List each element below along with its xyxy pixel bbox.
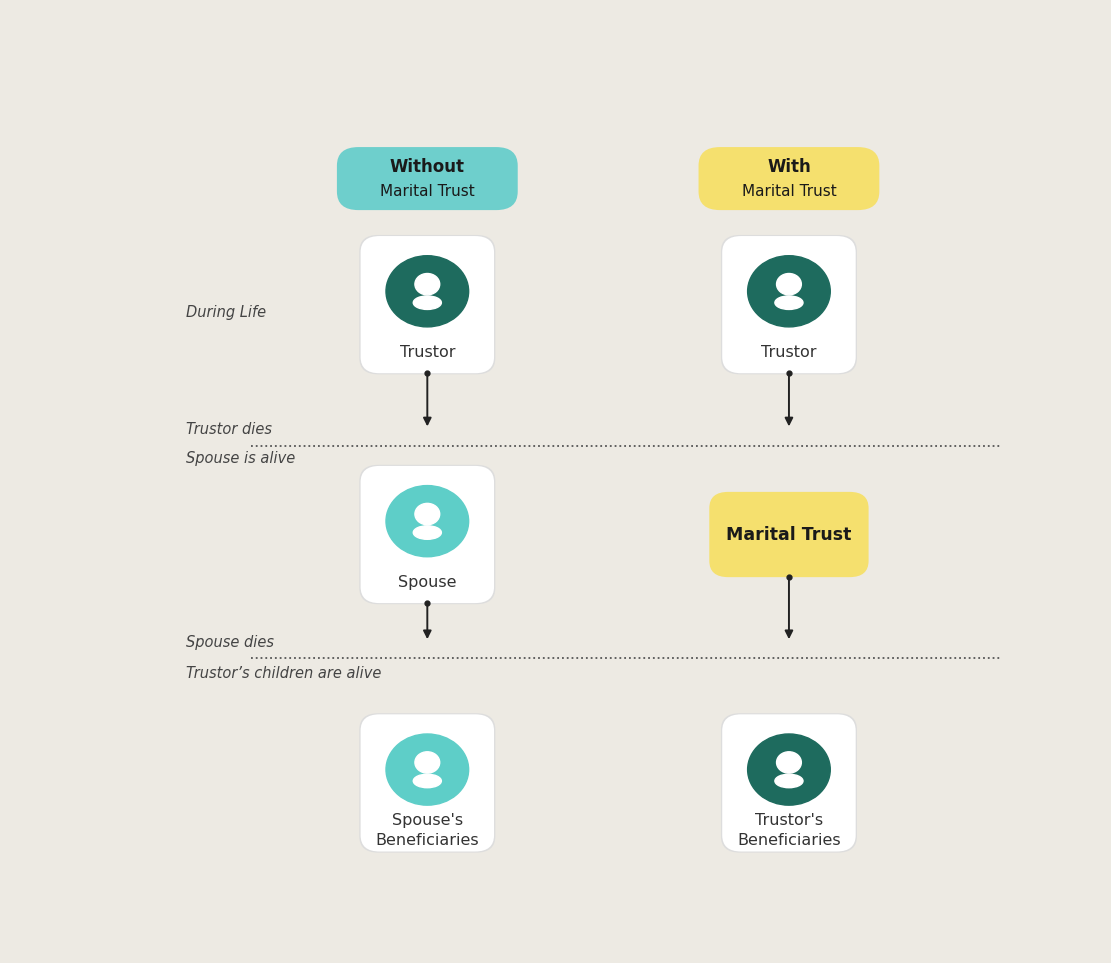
Ellipse shape [413,526,441,539]
Text: Trustor's
Beneficiaries: Trustor's Beneficiaries [737,814,841,848]
FancyBboxPatch shape [722,715,855,851]
Text: Marital Trust: Marital Trust [727,526,852,543]
Circle shape [414,273,440,295]
Circle shape [386,734,469,805]
Circle shape [748,256,830,326]
Ellipse shape [413,296,441,309]
Ellipse shape [774,774,803,788]
Ellipse shape [774,296,803,309]
Text: Trustor dies: Trustor dies [187,422,272,436]
FancyBboxPatch shape [722,236,855,374]
Text: Marital Trust: Marital Trust [741,184,837,198]
Circle shape [414,752,440,773]
Circle shape [777,752,801,773]
Text: Trustor’s children are alive: Trustor’s children are alive [187,665,381,681]
FancyBboxPatch shape [709,492,869,577]
FancyBboxPatch shape [721,235,857,375]
Text: Spouse's
Beneficiaries: Spouse's Beneficiaries [376,814,479,848]
Circle shape [386,485,469,557]
Text: Marital Trust: Marital Trust [380,184,474,198]
Text: With: With [767,159,811,176]
FancyBboxPatch shape [361,236,494,374]
Text: During Life: During Life [187,304,267,320]
FancyBboxPatch shape [721,714,857,852]
FancyBboxPatch shape [361,466,494,603]
FancyBboxPatch shape [361,715,494,851]
FancyBboxPatch shape [699,147,880,210]
FancyBboxPatch shape [337,147,518,210]
FancyBboxPatch shape [359,465,496,604]
Circle shape [414,504,440,525]
Text: Spouse: Spouse [398,575,457,590]
Ellipse shape [413,774,441,788]
Text: Trustor: Trustor [400,345,456,360]
Text: Spouse dies: Spouse dies [187,635,274,649]
Circle shape [386,256,469,326]
Circle shape [777,273,801,295]
Text: Trustor: Trustor [761,345,817,360]
Text: Spouse is alive: Spouse is alive [187,452,296,466]
Text: Without: Without [390,159,464,176]
FancyBboxPatch shape [359,235,496,375]
Circle shape [748,734,830,805]
FancyBboxPatch shape [359,714,496,852]
